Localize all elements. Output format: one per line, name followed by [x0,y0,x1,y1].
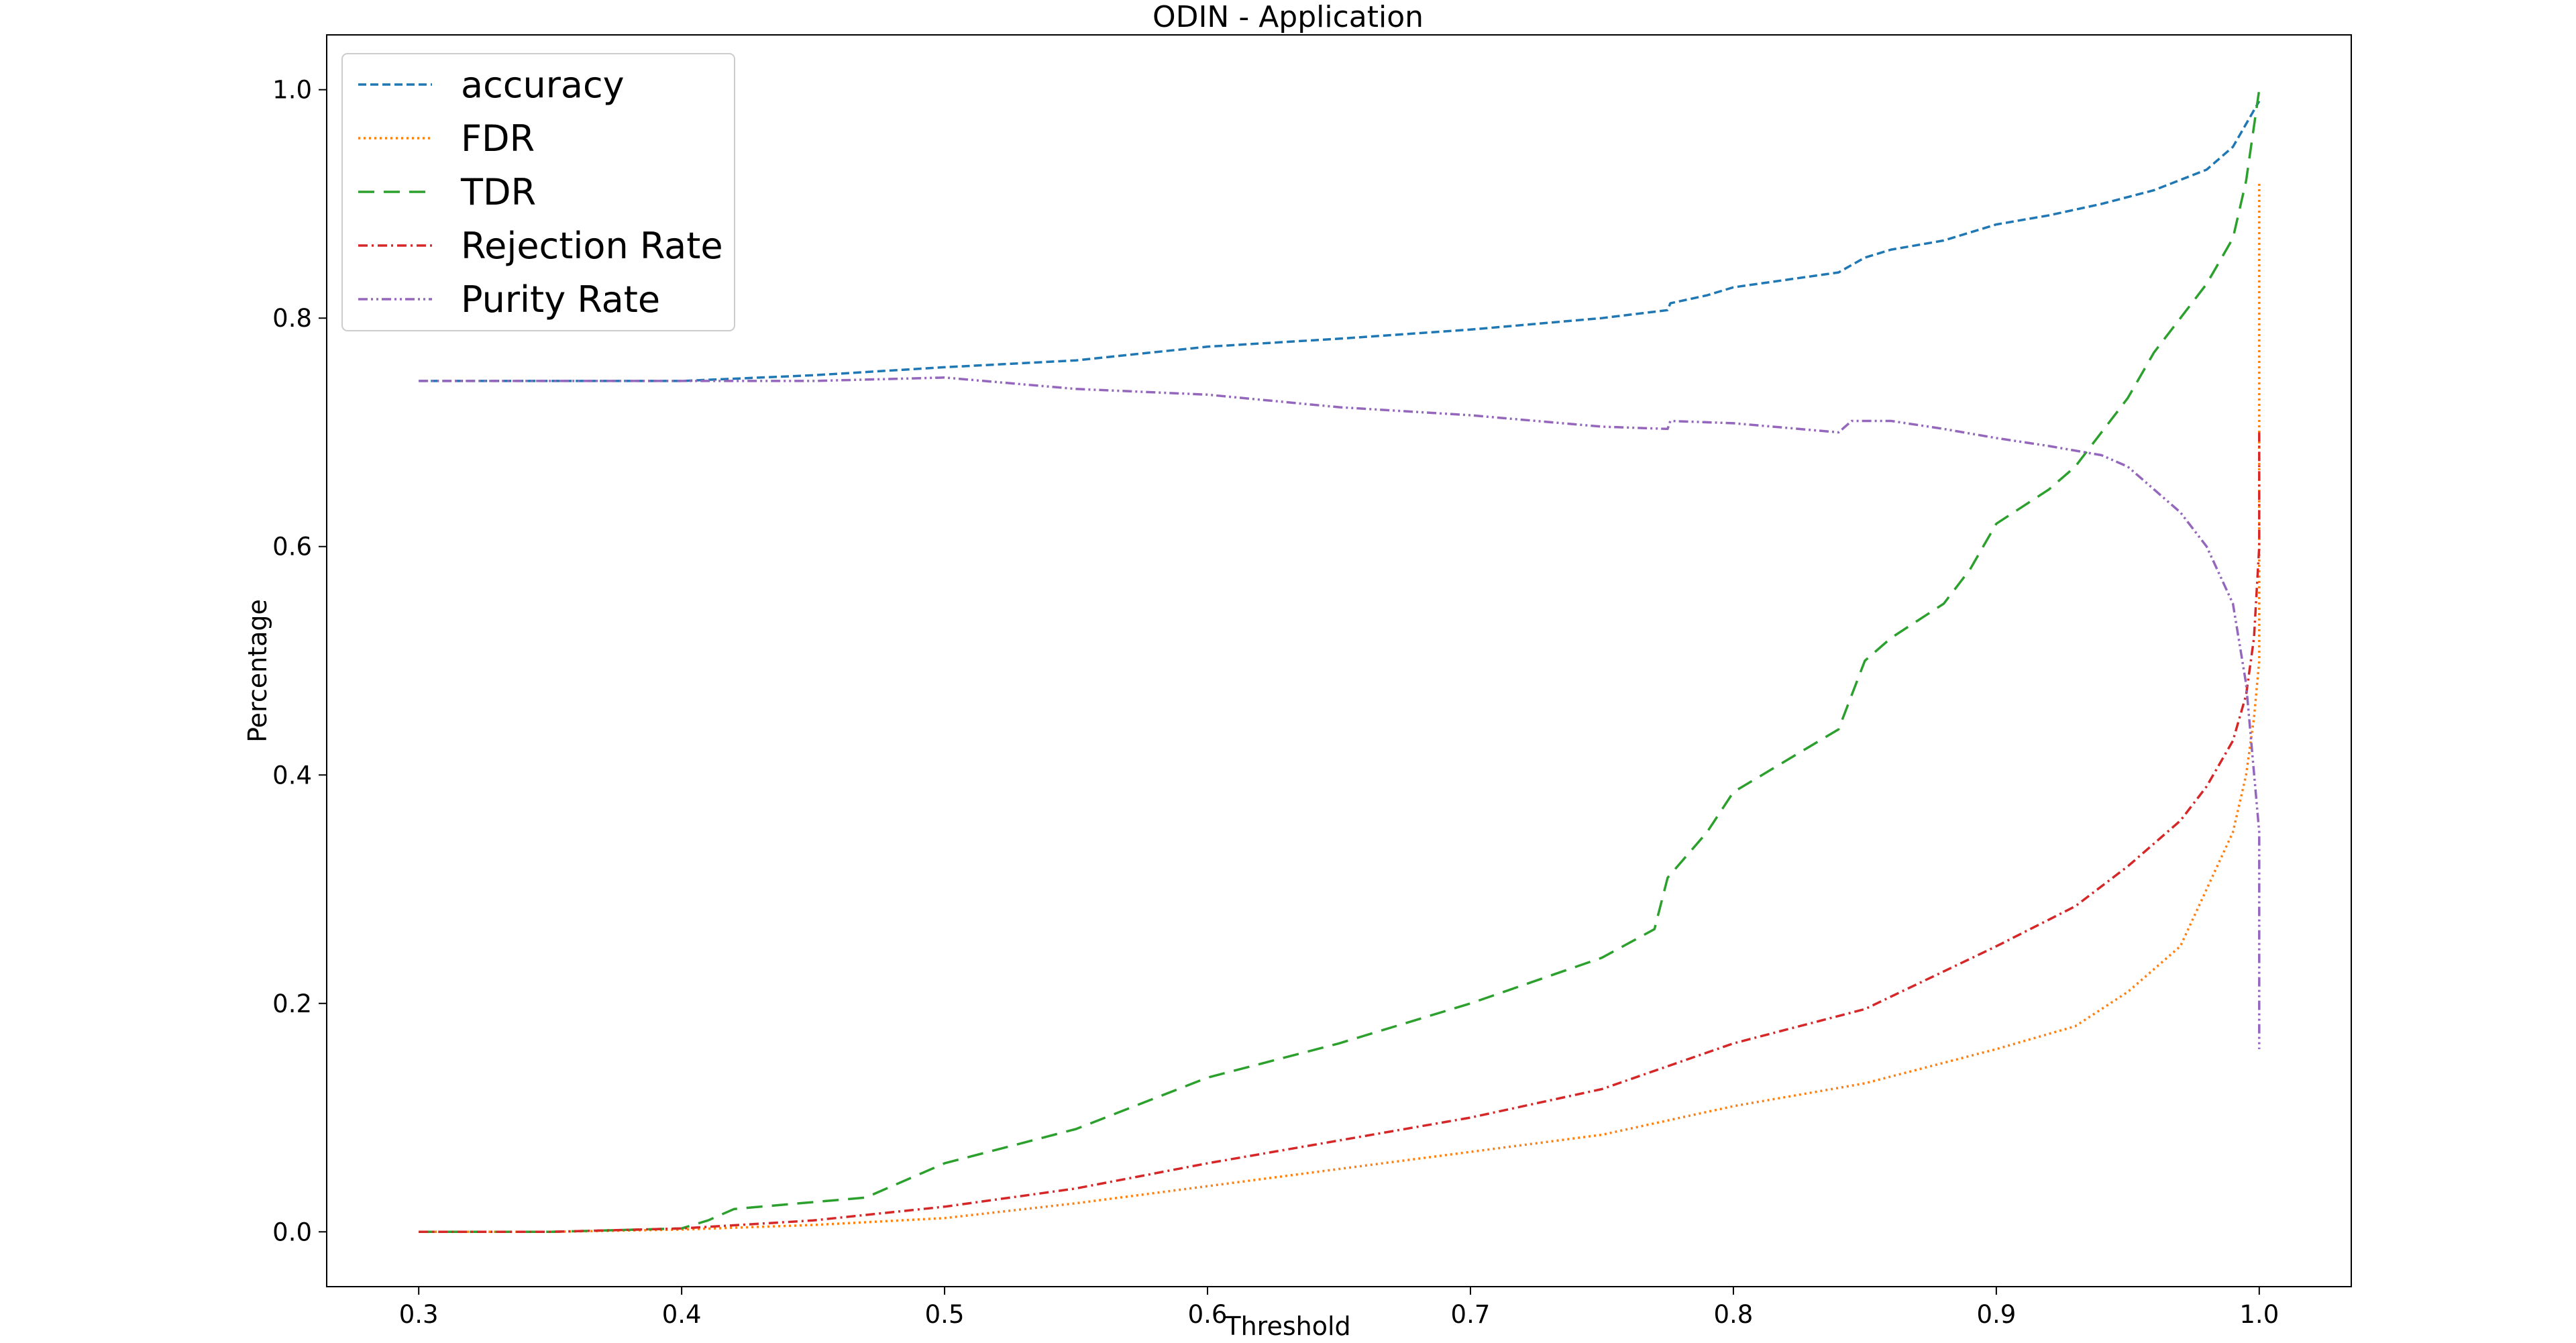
y-tick-label: 0.2 [272,989,312,1018]
series-line-tdr [419,89,2261,1234]
series-line-purity-rate [419,376,2261,1049]
y-tick-label: 0.6 [272,533,312,561]
series-lines [419,89,2261,1234]
y-axis-label: Percentage [243,599,272,743]
legend: accuracy FDR TDR Rejection Rate Purity Rate [341,53,735,331]
plot-area-frame [326,34,2352,1287]
legend-label: accuracy [461,64,625,106]
legend-label: Purity Rate [461,278,660,321]
series-line-accuracy [419,100,2261,382]
chart-title: ODIN - Application [1152,0,1424,34]
x-tick-label: 0.7 [1451,1300,1491,1329]
x-tick-label: 1.0 [2239,1300,2279,1329]
axis-ticks: 0.3 0.4 0.5 0.6 0.7 0.8 0.9 1.0 0.0 0.2 0.4 0.6 0.8 1… [272,76,2279,1329]
series-line-rejection-rate [419,432,2261,1234]
legend-label: FDR [461,117,535,160]
legend-label: TDR [460,171,536,213]
y-tick-label: 1.0 [272,76,312,105]
x-tick-label: 0.4 [662,1300,702,1329]
legend-box [341,53,735,331]
x-tick-label: 0.9 [1976,1300,2016,1329]
x-tick-label: 0.8 [1714,1300,1754,1329]
x-tick-label: 0.5 [925,1300,965,1329]
series-line-fdr [419,180,2261,1234]
x-tick-label: 0.3 [399,1300,439,1329]
y-tick-label: 0.8 [272,304,312,333]
x-tick-label: 0.6 [1188,1300,1228,1329]
y-tick-label: 0.0 [272,1218,312,1246]
x-axis-label: Threshold [1225,1311,1351,1341]
y-tick-label: 0.4 [272,761,312,790]
legend-label: Rejection Rate [461,225,723,267]
